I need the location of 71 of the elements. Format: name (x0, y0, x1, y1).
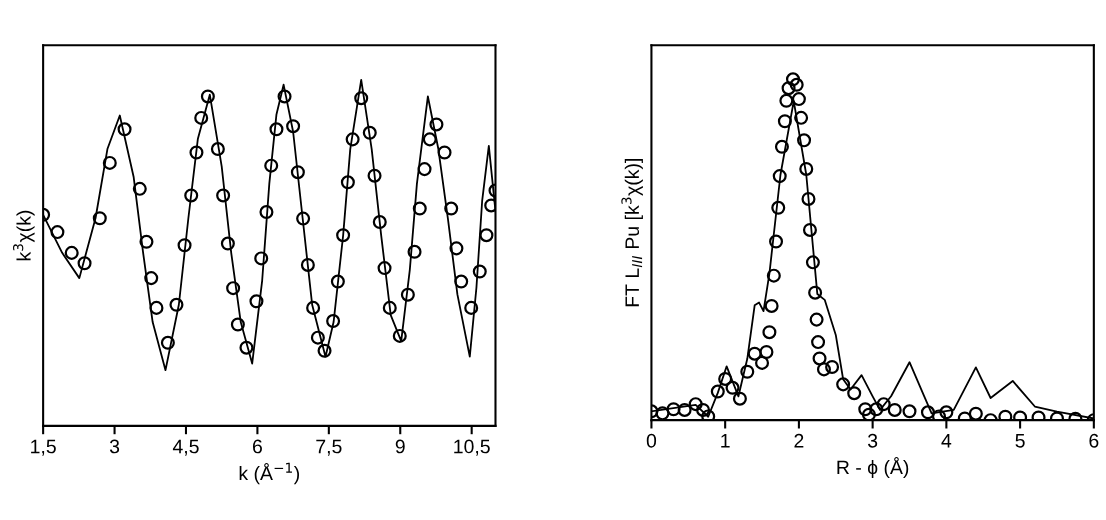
x-tick-label: 3 (867, 433, 878, 448)
point (812, 351, 827, 366)
point (968, 406, 983, 421)
point (769, 234, 784, 249)
point (858, 402, 873, 417)
point (718, 371, 733, 386)
x-tick-label: 1 (721, 434, 730, 448)
x-tick-label: 10,5 (454, 439, 490, 456)
y-axis-title: FT L$_{III}$ Pu [k$^{3}$χ(k)] (621, 159, 643, 307)
point (808, 285, 823, 300)
point (825, 359, 840, 374)
point (789, 77, 804, 92)
x-axis-title: R - ϕ (Å) (837, 457, 909, 479)
point (771, 200, 786, 215)
point (802, 222, 817, 237)
point (869, 402, 884, 417)
x-tick-label: 6 (1089, 433, 1099, 448)
point (939, 405, 954, 420)
point (902, 404, 917, 419)
x-tick-label: 9 (395, 439, 405, 454)
point (816, 362, 831, 377)
point (655, 406, 670, 421)
point (797, 133, 812, 148)
point (805, 255, 820, 270)
point (710, 384, 725, 399)
point (677, 402, 692, 417)
point (836, 377, 851, 392)
point (740, 364, 755, 379)
point (811, 335, 826, 350)
point (666, 402, 681, 417)
point (766, 268, 781, 283)
point (747, 346, 762, 361)
point (920, 405, 935, 420)
point (774, 139, 789, 154)
point (696, 402, 711, 417)
point (801, 191, 816, 206)
point (762, 325, 777, 340)
point (794, 110, 809, 125)
point (701, 409, 716, 421)
point (777, 114, 792, 129)
point (809, 312, 824, 327)
point (887, 402, 902, 417)
x-tick-label: 3 (109, 439, 120, 454)
point (791, 92, 806, 107)
point (785, 72, 801, 87)
x-tick-label: 0 (646, 433, 657, 448)
point (861, 407, 876, 421)
x-tick-label: 4 (941, 434, 952, 448)
y-axis-title: k$^{3}$χ(k) (13, 210, 35, 261)
point (1013, 410, 1028, 421)
point (759, 344, 774, 360)
point (799, 161, 814, 176)
point (764, 298, 779, 313)
point (732, 391, 747, 406)
point (688, 397, 703, 412)
point (781, 81, 796, 96)
x-axis-title: k (Å$^{−1}$) (239, 462, 300, 485)
point (725, 380, 740, 395)
x-tick-label: 4,5 (172, 439, 199, 456)
point (755, 355, 770, 370)
point (998, 409, 1013, 421)
x-tick-label: 5 (1015, 434, 1025, 448)
point (779, 93, 794, 108)
point (876, 397, 891, 412)
x-tick-label: 6 (252, 439, 262, 454)
x-tick-label: 1,5 (31, 439, 56, 456)
x-tick-label: 7,5 (316, 439, 342, 456)
x-tick-label: 2 (794, 433, 804, 448)
point (847, 386, 862, 401)
point (772, 169, 787, 184)
point (1031, 410, 1046, 421)
